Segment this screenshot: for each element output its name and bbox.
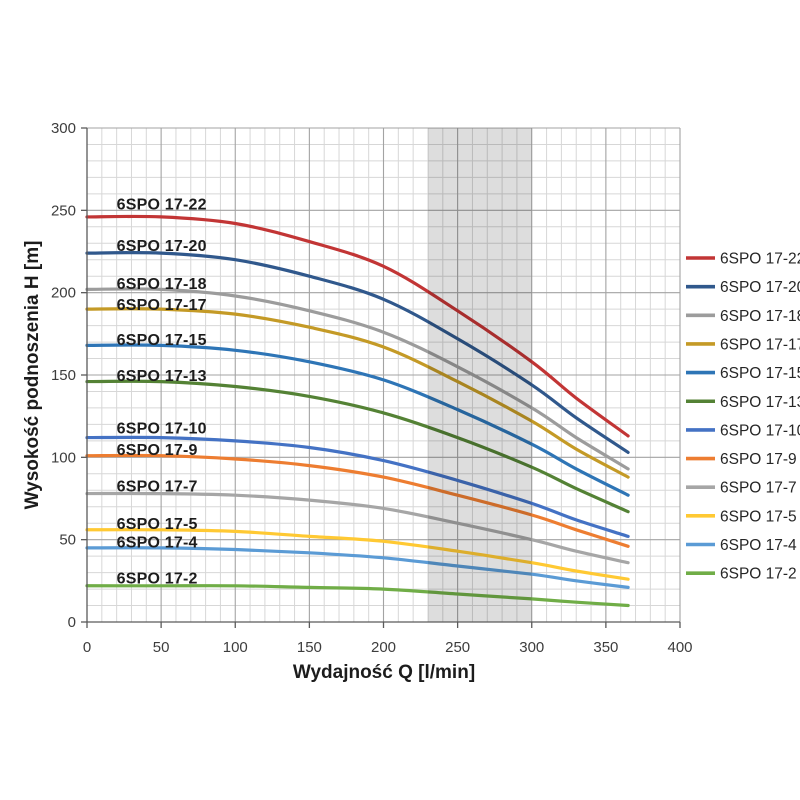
curve-label-6spo-17-22: 6SPO 17-22 bbox=[117, 197, 207, 214]
legend-item-6spo-17-4: 6SPO 17-4 bbox=[686, 537, 797, 554]
series-line-6spo-17-4 bbox=[85, 546, 630, 589]
legend-label-6spo-17-20: 6SPO 17-20 bbox=[720, 279, 800, 296]
series-line-6spo-17-5 bbox=[85, 528, 630, 581]
legend-label-6spo-17-22: 6SPO 17-22 bbox=[720, 251, 800, 268]
x-tick-label-0: 0 bbox=[83, 639, 91, 656]
legend-item-6spo-17-22: 6SPO 17-22 bbox=[686, 251, 800, 268]
chart-legend: 6SPO 17-22 6SPO 17-20 6SPO 17-18 6SPO 17-17… bbox=[686, 251, 800, 583]
x-tick-label-250: 250 bbox=[445, 639, 470, 656]
y-tick-label-100: 100 bbox=[51, 449, 76, 466]
legend-label-6spo-17-18: 6SPO 17-18 bbox=[720, 308, 800, 325]
series-line-6spo-17-17 bbox=[85, 307, 630, 479]
legend-label-6spo-17-5: 6SPO 17-5 bbox=[720, 508, 797, 525]
curve-label-6spo-17-17: 6SPO 17-17 bbox=[117, 297, 207, 314]
legend-label-6spo-17-2: 6SPO 17-2 bbox=[720, 566, 797, 583]
legend-item-6spo-17-20: 6SPO 17-20 bbox=[686, 279, 800, 296]
curve-label-6spo-17-20: 6SPO 17-20 bbox=[117, 238, 207, 255]
series-line-6spo-17-18 bbox=[85, 287, 630, 471]
x-tick-label-200: 200 bbox=[371, 639, 396, 656]
curve-label-6spo-17-18: 6SPO 17-18 bbox=[117, 276, 207, 293]
legend-label-6spo-17-13: 6SPO 17-13 bbox=[720, 394, 800, 411]
y-axis-title: Wysokość podnoszenia H [m] bbox=[22, 241, 43, 510]
curve-label-6spo-17-4: 6SPO 17-4 bbox=[117, 534, 198, 551]
series-line-6spo-17-10 bbox=[85, 435, 630, 538]
legend-label-6spo-17-17: 6SPO 17-17 bbox=[720, 336, 800, 353]
y-tick-label-150: 150 bbox=[51, 367, 76, 384]
series-line-6spo-17-2 bbox=[85, 584, 630, 608]
x-tick-label-300: 300 bbox=[519, 639, 544, 656]
curve-label-6spo-17-5: 6SPO 17-5 bbox=[117, 516, 198, 533]
x-tick-label-50: 50 bbox=[153, 639, 170, 656]
grid-major bbox=[87, 127, 681, 622]
legend-item-6spo-17-7: 6SPO 17-7 bbox=[686, 480, 797, 497]
legend-item-6spo-17-13: 6SPO 17-13 bbox=[686, 394, 800, 411]
axes bbox=[81, 127, 681, 628]
y-tick-label-250: 250 bbox=[51, 202, 76, 219]
legend-item-6spo-17-2: 6SPO 17-2 bbox=[686, 566, 797, 583]
operating-range-band bbox=[427, 128, 532, 622]
y-tick-label-50: 50 bbox=[59, 532, 76, 549]
curve-label-6spo-17-13: 6SPO 17-13 bbox=[117, 368, 207, 385]
series-line-6spo-17-7 bbox=[85, 491, 630, 565]
x-tick-label-350: 350 bbox=[593, 639, 618, 656]
series-line-6spo-17-9 bbox=[85, 453, 630, 548]
curve-label-6spo-17-2: 6SPO 17-2 bbox=[117, 571, 198, 588]
legend-label-6spo-17-10: 6SPO 17-10 bbox=[720, 422, 800, 439]
legend-label-6spo-17-9: 6SPO 17-9 bbox=[720, 451, 797, 468]
curve-label-6spo-17-10: 6SPO 17-10 bbox=[117, 421, 207, 438]
series-group bbox=[85, 214, 630, 608]
curve-label-6spo-17-9: 6SPO 17-9 bbox=[117, 442, 198, 459]
legend-label-6spo-17-7: 6SPO 17-7 bbox=[720, 480, 797, 497]
x-tick-label-400: 400 bbox=[667, 639, 692, 656]
plot-area: 0 50 100 150 200 250 300 350 400 0 50 100 150 200 250 3… bbox=[51, 120, 693, 656]
legend-item-6spo-17-9: 6SPO 17-9 bbox=[686, 451, 797, 468]
x-tick-label-100: 100 bbox=[223, 639, 248, 656]
curve-label-6spo-17-7: 6SPO 17-7 bbox=[117, 478, 198, 495]
series-line-6spo-17-20 bbox=[85, 251, 630, 454]
legend-item-6spo-17-15: 6SPO 17-15 bbox=[686, 365, 800, 382]
legend-item-6spo-17-17: 6SPO 17-17 bbox=[686, 336, 800, 353]
x-tick-label-150: 150 bbox=[297, 639, 322, 656]
series-line-6spo-17-15 bbox=[85, 343, 630, 497]
legend-item-6spo-17-18: 6SPO 17-18 bbox=[686, 308, 800, 325]
x-axis-title: Wydajność Q [l/min] bbox=[293, 662, 475, 683]
legend-label-6spo-17-4: 6SPO 17-4 bbox=[720, 537, 797, 554]
curve-label-6spo-17-15: 6SPO 17-15 bbox=[117, 332, 207, 349]
legend-item-6spo-17-10: 6SPO 17-10 bbox=[686, 422, 800, 439]
series-line-6spo-17-13 bbox=[85, 379, 630, 514]
y-tick-label-0: 0 bbox=[68, 614, 76, 631]
legend-item-6spo-17-5: 6SPO 17-5 bbox=[686, 508, 797, 525]
y-tick-label-300: 300 bbox=[51, 120, 76, 137]
legend-label-6spo-17-15: 6SPO 17-15 bbox=[720, 365, 800, 382]
series-line-6spo-17-22 bbox=[85, 214, 630, 438]
y-tick-label-200: 200 bbox=[51, 285, 76, 302]
